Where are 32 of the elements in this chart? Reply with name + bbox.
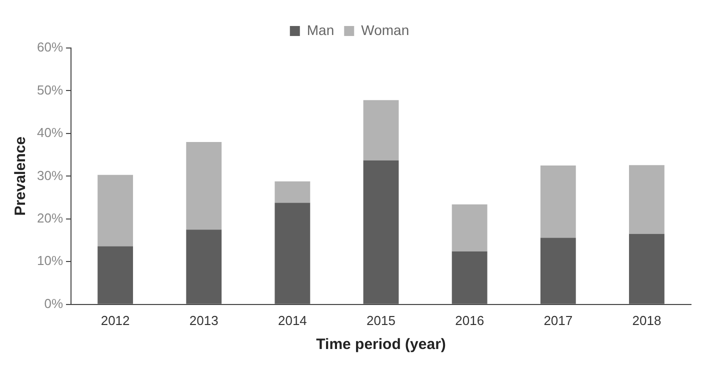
y-tick-label: 20%	[36, 210, 64, 226]
x-tick-label: 2018	[632, 312, 662, 328]
bar	[98, 174, 134, 246]
y-tick-label: 60%	[36, 40, 64, 55]
bar	[363, 160, 399, 304]
x-axis-title: Time period (year)	[316, 336, 446, 354]
bar	[186, 142, 222, 230]
y-tick-label: 50%	[36, 82, 64, 98]
x-tick-label: 2017	[544, 312, 573, 328]
bar	[540, 166, 576, 238]
bar	[629, 165, 664, 234]
y-tick-label: 10%	[36, 253, 64, 268]
bar	[274, 202, 310, 304]
x-tick-label: 2013	[189, 312, 218, 328]
bar	[452, 204, 488, 252]
x-tick-label: 2016	[455, 312, 484, 328]
y-axis-title: Prevalence	[12, 136, 30, 216]
bar	[629, 234, 664, 304]
bar	[98, 246, 134, 304]
bar	[452, 251, 488, 304]
bar	[540, 238, 576, 304]
bar	[363, 100, 399, 160]
legend-label: Woman	[361, 22, 410, 38]
x-tick-label: 2012	[100, 312, 130, 328]
y-tick-label: 30%	[36, 168, 64, 183]
x-tick-label: 2014	[278, 312, 307, 328]
legend-label: Man	[306, 22, 334, 38]
y-tick-label: 40%	[36, 125, 64, 140]
bar	[186, 230, 222, 304]
bar	[274, 181, 310, 203]
y-tick-label: 0%	[44, 296, 64, 311]
x-tick-label: 2015	[366, 312, 396, 328]
